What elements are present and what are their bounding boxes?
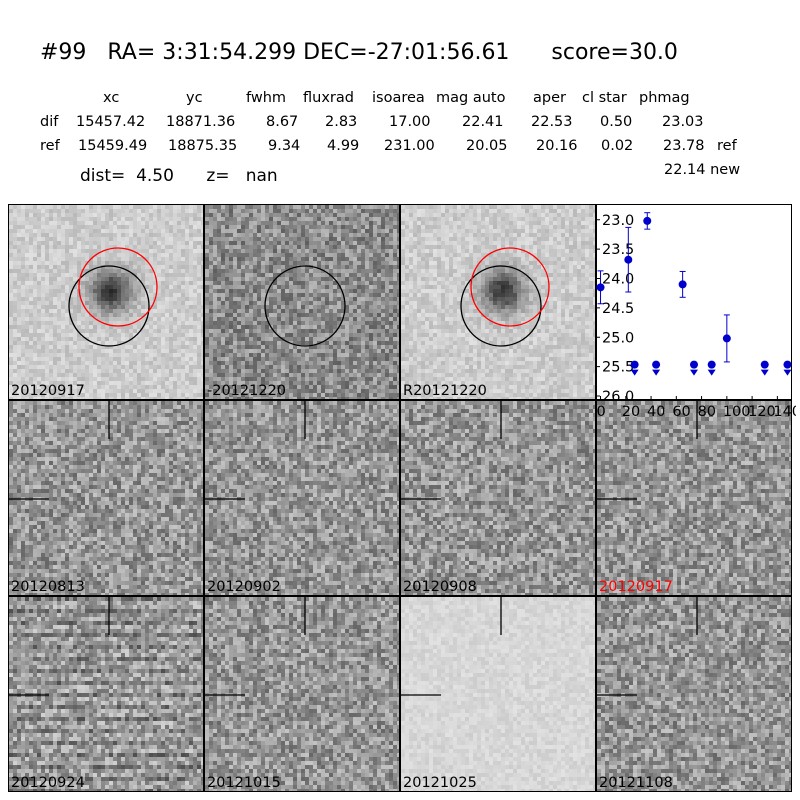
row-value: 9.34 xyxy=(268,138,300,154)
row-value: 23.78 xyxy=(663,138,705,154)
aperture-circle-red xyxy=(78,247,158,327)
column-header: yc xyxy=(186,90,203,106)
panel-date-label: 20120917 xyxy=(11,383,85,399)
row-label: ref xyxy=(40,138,60,154)
cutout-panel: 20120908 xyxy=(400,400,596,596)
new-magnitude: 22.14 new xyxy=(664,162,740,178)
cutout-panel: 20121025 xyxy=(400,596,596,792)
panel-date-label: R20121220 xyxy=(403,383,487,399)
row-value: 20.05 xyxy=(466,138,508,154)
upper-limit-marker xyxy=(760,360,769,376)
panel-date-label: 20121015 xyxy=(207,775,281,791)
row-value: 22.53 xyxy=(531,114,573,130)
cutout-panel: 20120924 xyxy=(8,596,204,792)
cutout-panel: 20120917 xyxy=(596,400,792,596)
row-label: dif xyxy=(40,114,58,130)
cutout-panel: R20121220 xyxy=(400,204,596,400)
row-value: 8.67 xyxy=(266,114,298,130)
row-value: 17.00 xyxy=(389,114,431,130)
panel-date-label: 20120813 xyxy=(11,579,85,595)
upper-limit-marker xyxy=(630,360,639,376)
row-value: 2.83 xyxy=(325,114,357,130)
row-value: 0.50 xyxy=(600,114,632,130)
column-header: fluxrad xyxy=(303,90,354,106)
column-header: phmag xyxy=(639,90,690,106)
x-tick-label: 40 xyxy=(647,404,665,420)
y-tick-label: 23.0 xyxy=(602,213,634,229)
row-value: 22.41 xyxy=(462,114,504,130)
column-header: cl star xyxy=(582,90,627,106)
cutout-panel: -20121220 xyxy=(204,204,400,400)
upper-limit-marker xyxy=(783,360,792,376)
cutout-panel: 20121108 xyxy=(596,596,792,792)
distance-redshift-line: dist= 4.50 z= nan xyxy=(80,166,278,186)
y-tick-label: 26.0 xyxy=(602,389,634,405)
y-tick-label: 23.5 xyxy=(602,242,634,258)
aperture-circle-red xyxy=(470,247,550,327)
panel-date-label: 20120902 xyxy=(207,579,281,595)
y-tick-label: 24.5 xyxy=(602,301,634,317)
panel-date-label: 20121108 xyxy=(599,775,673,791)
panel-date-label: 20120924 xyxy=(11,775,85,791)
row-value: 0.02 xyxy=(601,138,633,154)
column-header: isoarea xyxy=(372,90,425,106)
row-value: 15457.42 xyxy=(76,114,145,130)
x-tick-label: 20 xyxy=(622,404,640,420)
row-value: 231.00 xyxy=(384,138,435,154)
row-value: 20.16 xyxy=(536,138,578,154)
row-value: 18871.36 xyxy=(166,114,235,130)
data-point xyxy=(596,270,605,305)
aperture-circle-black xyxy=(68,265,150,347)
upper-limit-marker xyxy=(652,360,661,376)
page-title: #99 RA= 3:31:54.299 DEC=-27:01:56.61 sco… xyxy=(40,40,678,65)
light-curve-chart: 23.0 23.5 24.0 24.5 25.0 25.5 26.00 20 40 60 80 100… xyxy=(596,204,796,420)
row-value: 4.99 xyxy=(327,138,359,154)
y-tick-label: 25.0 xyxy=(602,330,634,346)
upper-limit-marker xyxy=(690,360,698,376)
x-tick-label: 140 xyxy=(773,404,796,420)
column-header: fwhm xyxy=(246,90,286,106)
x-tick-label: 80 xyxy=(698,404,716,420)
row-suffix: ref xyxy=(717,138,737,154)
aperture-circle-black xyxy=(460,265,542,347)
panel-date-label: 20121025 xyxy=(403,775,477,791)
aperture-circle-black xyxy=(264,265,346,347)
row-value: 18875.35 xyxy=(168,138,237,154)
data-point xyxy=(678,270,687,298)
column-header: mag auto xyxy=(436,90,505,106)
cutout-panel: 20120902 xyxy=(204,400,400,596)
data-point xyxy=(722,314,731,363)
y-tick-label: 24.0 xyxy=(602,272,634,288)
data-point xyxy=(643,212,652,230)
panel-date-label: -20121220 xyxy=(207,383,286,399)
column-header: aper xyxy=(533,90,566,106)
data-point xyxy=(624,226,633,293)
cutout-panel: 20120813 xyxy=(8,400,204,596)
x-tick-label: 60 xyxy=(672,404,690,420)
panel-date-label: 20120917 xyxy=(599,579,673,595)
row-value: 15459.49 xyxy=(78,138,147,154)
x-tick-label: 100 xyxy=(723,404,751,420)
upper-limit-marker xyxy=(707,360,716,376)
x-tick-label: 120 xyxy=(748,404,776,420)
row-value: 23.03 xyxy=(662,114,704,130)
column-header: xc xyxy=(103,90,119,106)
panel-date-label: 20120908 xyxy=(403,579,477,595)
cutout-panel: 20120917 xyxy=(8,204,204,400)
y-tick-label: 25.5 xyxy=(602,360,634,376)
x-tick-label: 0 xyxy=(597,404,606,420)
cutout-panel: 20121015 xyxy=(204,596,400,792)
